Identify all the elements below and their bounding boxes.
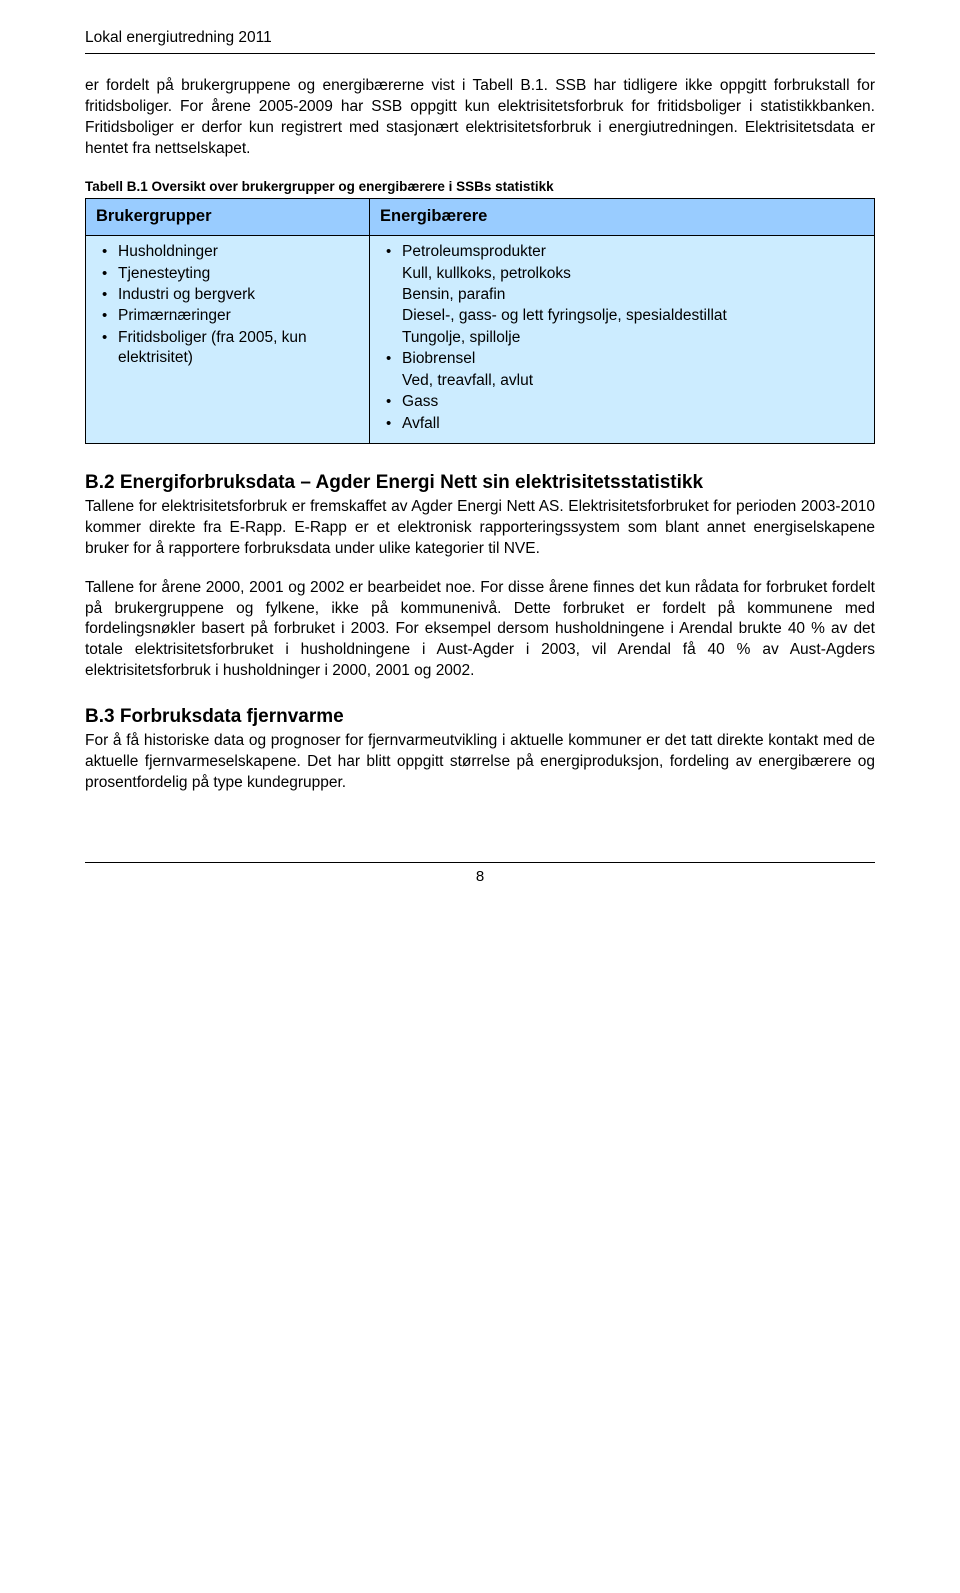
list-item: Ved, treavfall, avlut [402,371,864,391]
table-cell-brukergrupper: HusholdningerTjenesteytingIndustri og be… [86,236,370,444]
page-number: 8 [476,868,484,885]
list-item: Gass [402,392,864,412]
header-title: Lokal energiutredning 2011 [85,29,272,46]
list-item: Diesel-, gass- og lett fyringsolje, spes… [402,306,864,326]
list-item: Biobrensel [402,349,864,369]
section-b3-p1: For å få historiske data og prognoser fo… [85,731,875,794]
list-item: Tungolje, spillolje [402,328,864,348]
list-item: Husholdninger [118,242,359,262]
table-cell-energibaerere: PetroleumsprodukterKull, kullkoks, petro… [370,236,875,444]
energibaerere-list: PetroleumsprodukterKull, kullkoks, petro… [380,242,864,434]
list-item: Industri og bergverk [118,285,359,305]
table-header-brukergrupper: Brukergrupper [86,198,370,235]
section-b2-p1: Tallene for elektrisitetsforbruk er frem… [85,497,875,560]
page-footer: 8 [85,862,875,887]
section-b3-title: B.3 Forbruksdata fjernvarme [85,704,875,730]
table-caption: Tabell B.1 Oversikt over brukergrupper o… [85,178,875,196]
list-item: Avfall [402,414,864,434]
table-header-energibaerere: Energibærere [370,198,875,235]
section-b2-p2: Tallene for årene 2000, 2001 og 2002 er … [85,578,875,683]
intro-paragraph: er fordelt på brukergruppene og energibæ… [85,76,875,160]
list-item: Primærnæringer [118,306,359,326]
list-item: Bensin, parafin [402,285,864,305]
list-item: Petroleumsprodukter [402,242,864,262]
list-item: Fritidsboliger (fra 2005, kun elektrisit… [118,328,359,369]
ssb-table: Brukergrupper Energibærere Husholdninger… [85,198,875,444]
list-item: Kull, kullkoks, petrolkoks [402,264,864,284]
brukergrupper-list: HusholdningerTjenesteytingIndustri og be… [96,242,359,369]
section-b2-title: B.2 Energiforbruksdata – Agder Energi Ne… [85,470,875,496]
list-item: Tjenesteyting [118,264,359,284]
page-header: Lokal energiutredning 2011 [85,28,875,54]
